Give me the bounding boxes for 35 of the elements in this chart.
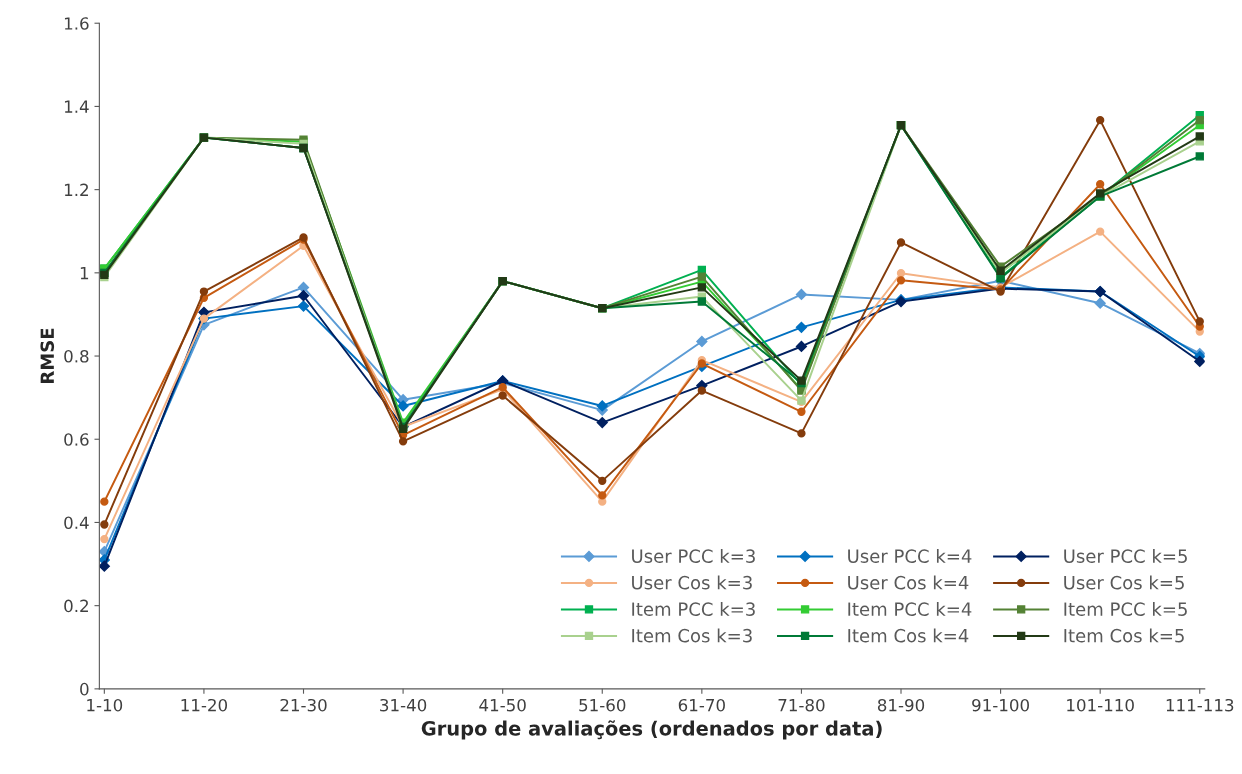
y-axis-title: RMSE bbox=[40, 328, 55, 383]
y-tick-label: 1 bbox=[80, 267, 89, 280]
x-tick-label: 101-110 bbox=[1067, 698, 1134, 712]
legend-label: User PCC k=5 bbox=[1064, 549, 1187, 563]
legend-label: User Cos k=3 bbox=[632, 575, 752, 590]
legend-label: Item Cos k=3 bbox=[632, 628, 752, 643]
x-tick-label: 91-100 bbox=[972, 698, 1029, 712]
legend-label: Item PCC k=3 bbox=[632, 602, 755, 616]
x-tick-label: 31-40 bbox=[380, 698, 427, 712]
y-tick-label: 0.4 bbox=[64, 516, 89, 530]
legend-label: User PCC k=4 bbox=[848, 549, 972, 563]
y-tick-label: 0 bbox=[80, 682, 89, 696]
y-tick-label: 1.6 bbox=[64, 17, 89, 30]
legend-label: User PCC k=3 bbox=[632, 549, 755, 563]
legend-label: Item PCC k=4 bbox=[848, 602, 972, 616]
x-tick-label: 11-20 bbox=[181, 698, 228, 712]
legend-label: Item Cos k=4 bbox=[848, 628, 969, 643]
x-axis-title: Grupo de avaliações (ordenados por data) bbox=[421, 720, 882, 740]
x-tick-label: 71-80 bbox=[778, 698, 825, 712]
x-tick-label: 51-60 bbox=[579, 698, 626, 712]
y-tick-label: 0.8 bbox=[64, 350, 89, 363]
legend-label: User Cos k=4 bbox=[848, 575, 969, 590]
legend-label: User Cos k=5 bbox=[1064, 575, 1184, 590]
legend-label: Item PCC k=5 bbox=[1064, 602, 1187, 616]
x-tick-label: 81-90 bbox=[877, 698, 925, 712]
y-tick-label: 1.4 bbox=[64, 100, 89, 113]
x-tick-label: 111-113 bbox=[1166, 698, 1234, 712]
y-tick-label: 1.2 bbox=[64, 183, 88, 196]
x-tick-label: 41-50 bbox=[479, 698, 526, 712]
x-tick-label: 21-30 bbox=[280, 698, 327, 712]
y-tick-label: 0.2 bbox=[64, 599, 88, 613]
x-tick-label: 61-70 bbox=[678, 698, 725, 712]
x-tick-label: 1-10 bbox=[87, 698, 123, 712]
y-tick-label: 0.6 bbox=[64, 433, 89, 446]
legend-label: Item Cos k=5 bbox=[1064, 628, 1184, 643]
